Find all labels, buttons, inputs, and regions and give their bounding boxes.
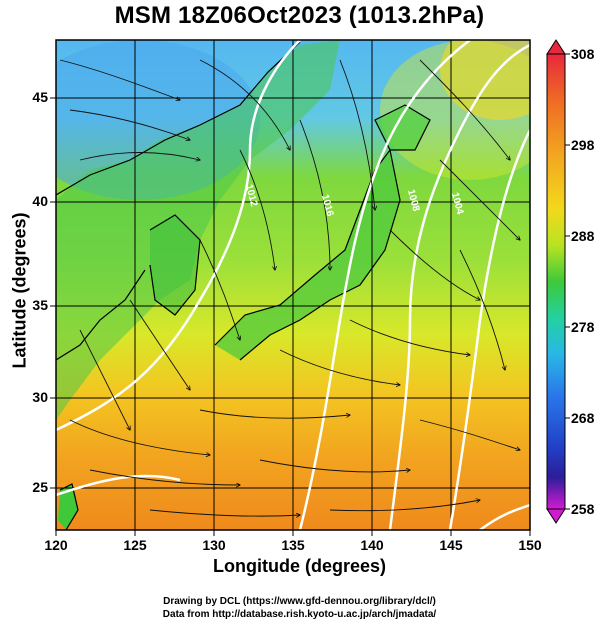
x-axis-label: Longitude (degrees) [212,556,386,576]
korean-peninsula [150,215,200,315]
y-tick-label: 45 [32,89,48,105]
y-tick-label: 30 [32,389,48,405]
colorbar-tick-label: 278 [571,319,595,335]
credit-drawing: Drawing by DCL (https://www.gfd-dennou.o… [163,596,436,607]
y-tick-label: 25 [32,479,48,495]
x-tick-label: 150 [518,537,542,553]
taiwan [58,484,78,530]
coastlines [56,41,431,530]
wind-streamlines [59,59,520,516]
colorbar-tick-label: 298 [571,137,595,153]
colorbar-tick-label: 258 [571,501,595,517]
y-tick-label: 40 [32,193,48,209]
temperature-field [56,40,530,530]
x-tick-label: 130 [202,537,226,553]
asian-mainland [56,40,340,420]
x-tick-label: 125 [123,537,147,553]
japan-main [215,150,400,360]
colorbar-tick-label: 308 [571,46,595,62]
axis-ticks [50,97,531,536]
x-tick-label: 135 [281,537,305,553]
y-axis-label: Latitude (degrees) [9,212,30,369]
y-tick-label: 35 [32,297,48,313]
x-tick-label: 120 [44,537,68,553]
credit-data: Data from http://database.rish.kyoto-u.a… [162,609,437,620]
x-tick-label: 140 [360,537,384,553]
colorbar-tick-label: 288 [571,228,595,244]
figure-title: MSM 18Z06Oct2023 (1013.2hPa) [114,2,485,29]
x-tick-label: 145 [439,537,463,553]
colorbar [546,39,570,524]
colorbar-tick-label: 268 [571,410,595,426]
isobars [56,40,530,530]
